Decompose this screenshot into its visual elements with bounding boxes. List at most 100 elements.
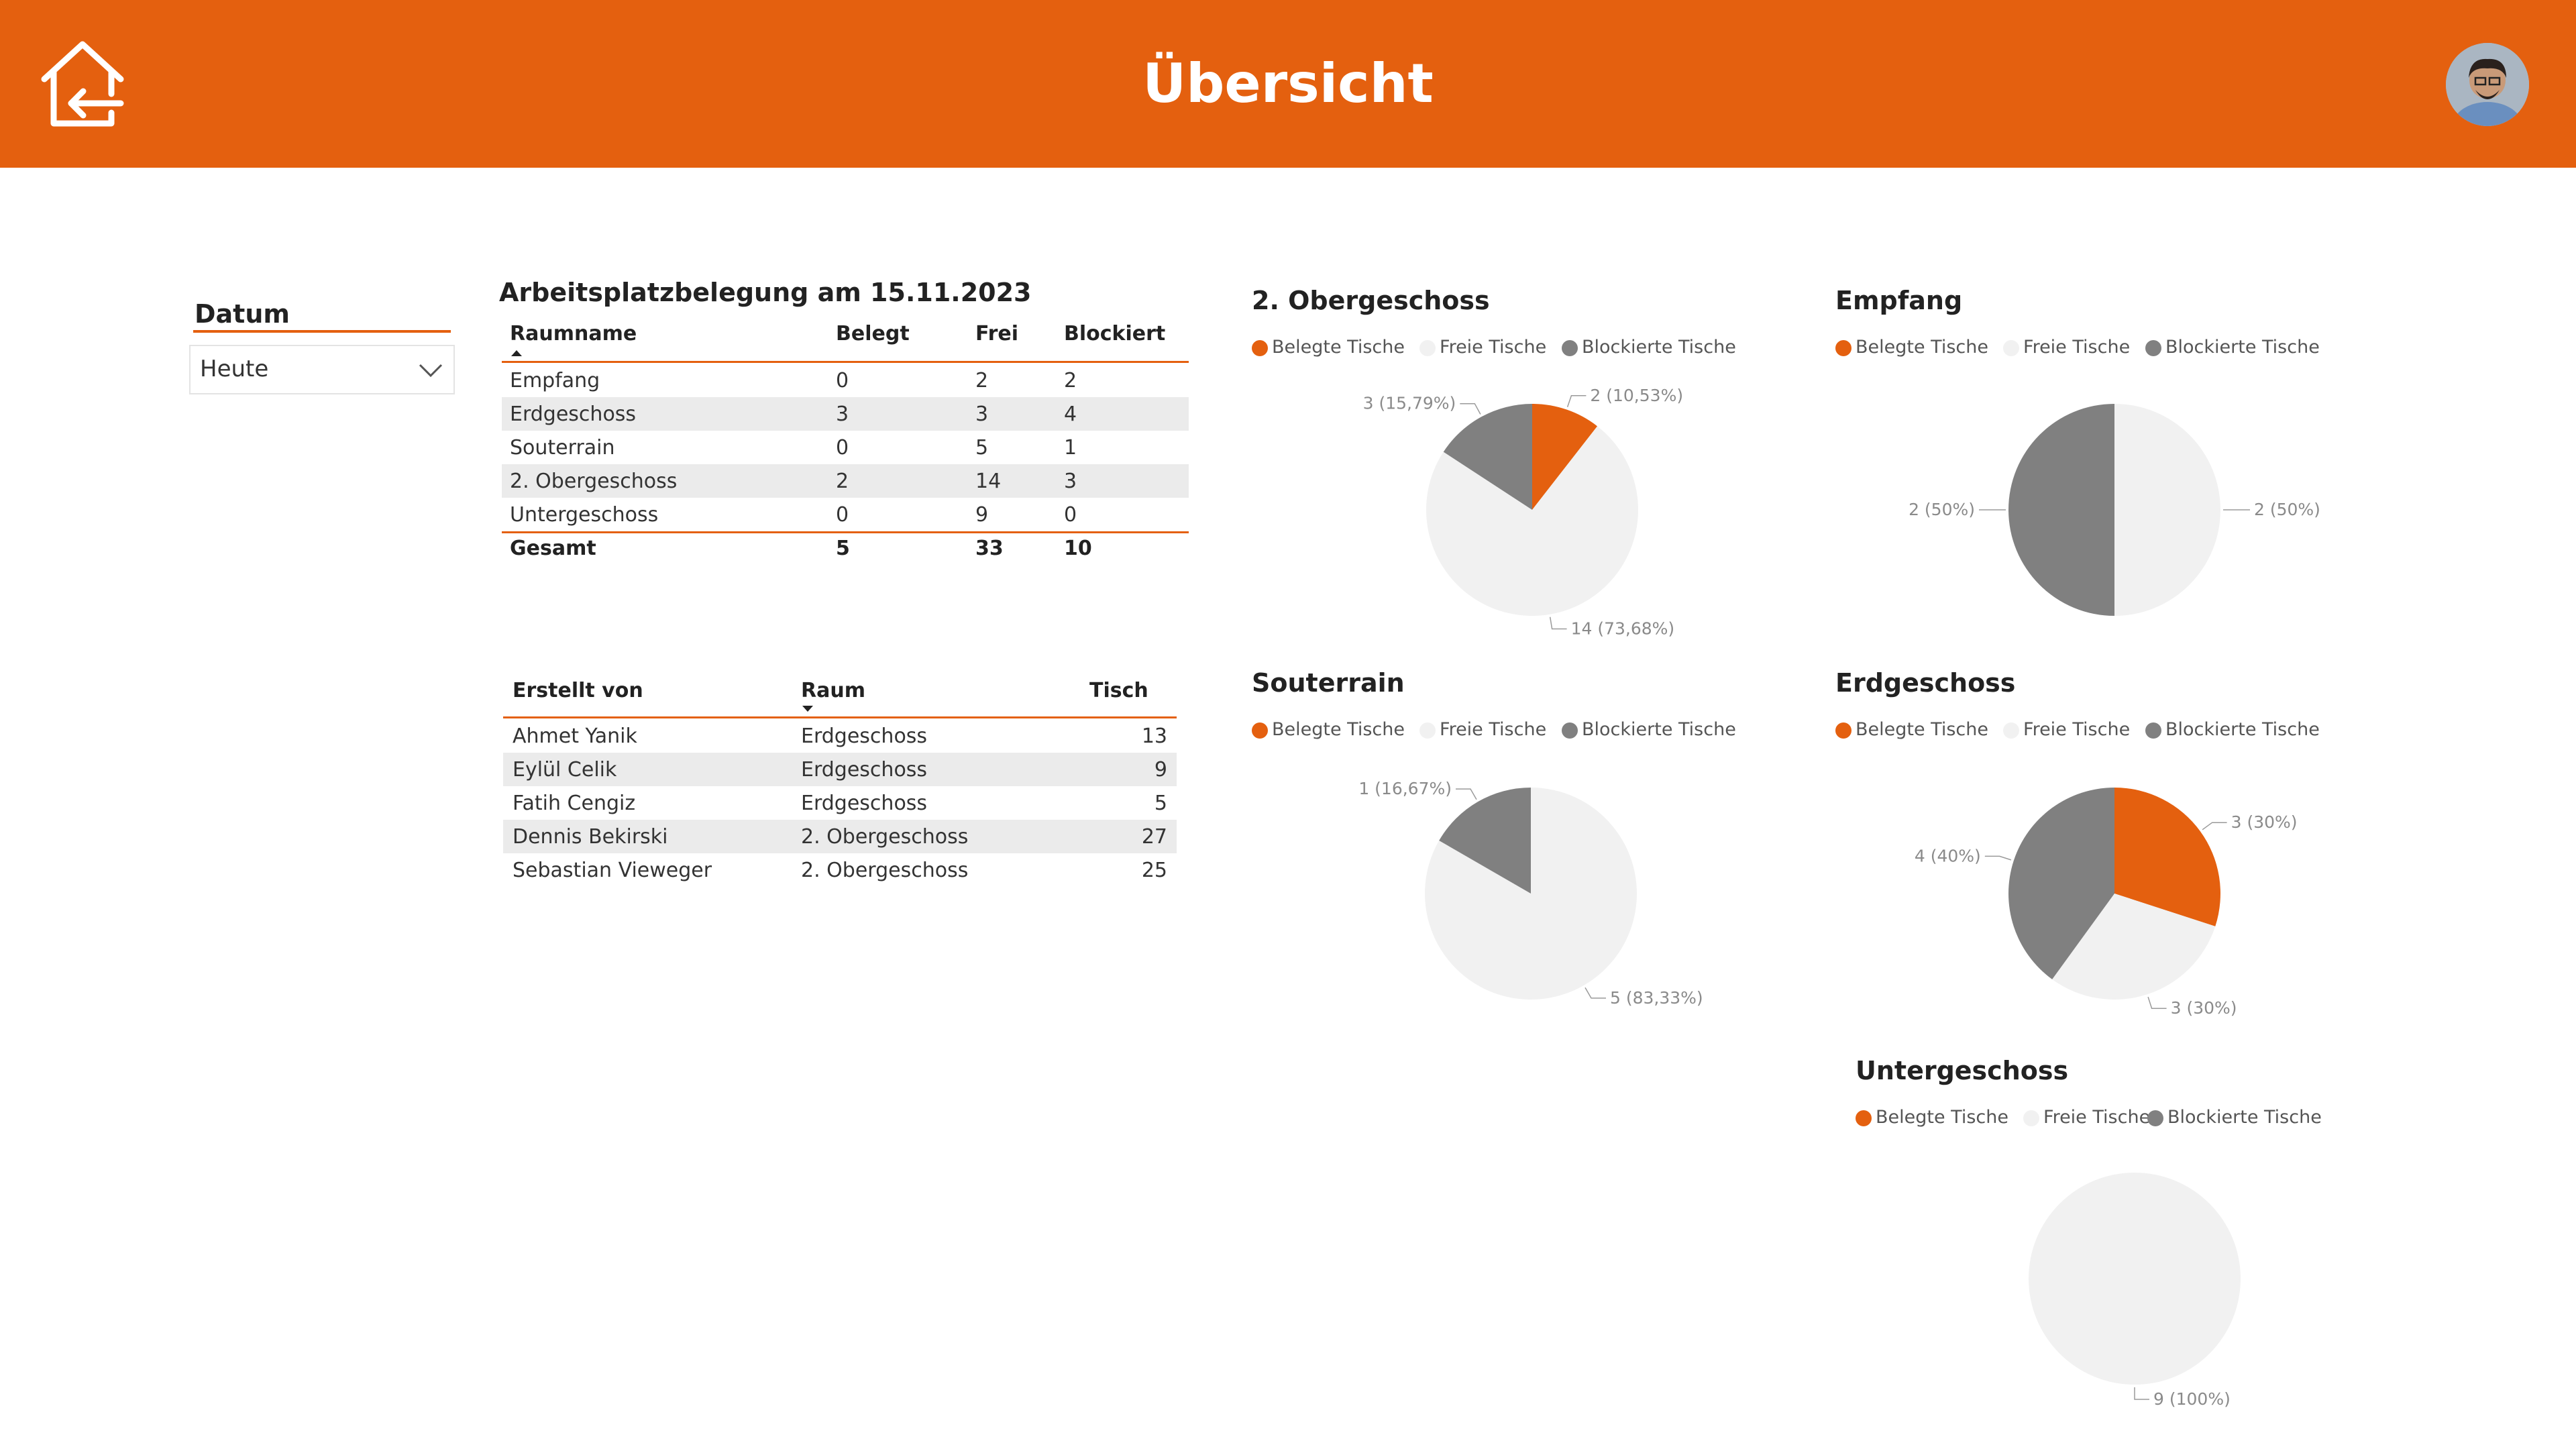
legend-label: Belegte Tische bbox=[1856, 337, 1988, 358]
total-blockiert: 10 bbox=[1064, 537, 1092, 560]
slice-frei[interactable] bbox=[2114, 404, 2220, 616]
legend-label: Blockierte Tische bbox=[2165, 719, 2320, 740]
legend-label: Belegte Tische bbox=[1272, 719, 1405, 740]
chart-title: 2. Obergeschoss bbox=[1252, 286, 1490, 315]
cell-blockiert: 0 bbox=[1064, 503, 1077, 527]
data-label: 2 (10,53%) bbox=[1590, 386, 1683, 405]
pie-plot: 9 (100%) bbox=[2029, 1173, 2241, 1409]
cell-blockiert: 3 bbox=[1064, 470, 1077, 493]
cell-erstellt-von: Dennis Bekirski bbox=[513, 825, 668, 849]
occupancy-table-title: Arbeitsplatzbelegung am 15.11.2023 bbox=[499, 278, 1032, 307]
legend-swatch bbox=[2147, 1110, 2163, 1126]
legend-swatch bbox=[2003, 722, 2019, 739]
row-stripe bbox=[502, 397, 1189, 431]
chart-title: Empfang bbox=[1835, 286, 1963, 315]
slice-belegt[interactable] bbox=[2114, 788, 2221, 926]
slice-frei[interactable] bbox=[2029, 1173, 2241, 1385]
column-header-frei[interactable]: Frei bbox=[975, 322, 1018, 345]
legend-label: Belegte Tische bbox=[1876, 1107, 2008, 1128]
pie-chart-souterrain[interactable]: Souterrain Belegte Tische Freie Tische B… bbox=[1252, 668, 1802, 1044]
page-title: Übersicht bbox=[1142, 52, 1434, 115]
cell-raumname: Untergeschoss bbox=[510, 503, 659, 527]
slice-blockiert[interactable] bbox=[1439, 788, 1531, 894]
column-header-raumname[interactable]: Raumname bbox=[510, 322, 637, 345]
cell-belegt: 3 bbox=[836, 402, 849, 426]
data-label-leader bbox=[1456, 788, 1477, 800]
slice-frei[interactable] bbox=[1425, 788, 1638, 1000]
slice-blockiert[interactable] bbox=[2008, 788, 2114, 979]
legend-swatch bbox=[1419, 340, 1436, 356]
legend-label: Blockierte Tische bbox=[2165, 337, 2320, 358]
slice-frei[interactable] bbox=[1426, 426, 1639, 616]
row-stripe bbox=[503, 820, 1177, 853]
legend-swatch bbox=[1562, 340, 1578, 356]
legend-swatch bbox=[2145, 722, 2161, 739]
legend-swatch bbox=[1419, 722, 1436, 739]
cell-belegt: 0 bbox=[836, 369, 849, 392]
legend-swatch bbox=[2023, 1110, 2039, 1126]
data-label-leader bbox=[1460, 402, 1481, 415]
slice-blockiert[interactable] bbox=[1443, 404, 1532, 510]
total-label: Gesamt bbox=[510, 537, 596, 560]
column-header-blockiert[interactable]: Blockiert bbox=[1064, 322, 1166, 345]
data-label: 2 (50%) bbox=[2254, 500, 2320, 519]
occupancy-table: Raumname Belegt Frei Blockiert Empfang 0… bbox=[502, 317, 1189, 572]
pie-plot: 5 (83,33%) 1 (16,67%) bbox=[1358, 779, 1703, 1008]
total-divider bbox=[502, 531, 1189, 533]
cell-erstellt-von: Ahmet Yanik bbox=[513, 724, 637, 748]
cell-belegt: 0 bbox=[836, 503, 849, 527]
cell-tisch: 13 bbox=[1141, 724, 1167, 748]
pie-chart-empfang[interactable]: Empfang Belegte Tische Freie Tische Bloc… bbox=[1835, 286, 2385, 661]
pie-plot: 2 (10,53%) 14 (73,68%) 3 (15,79%) bbox=[1363, 386, 1683, 639]
column-header-belegt[interactable]: Belegt bbox=[836, 322, 910, 345]
slice-frei[interactable] bbox=[2052, 894, 2216, 1000]
pie-chart-erdgeschoss[interactable]: Erdgeschoss Belegte Tische Freie Tische … bbox=[1835, 668, 2385, 1044]
data-label: 2 (50%) bbox=[1909, 500, 1975, 519]
data-label-leader bbox=[1549, 616, 1567, 630]
data-label: 9 (100%) bbox=[2153, 1389, 2231, 1409]
home-back-icon[interactable] bbox=[39, 38, 126, 131]
cell-raumname: Erdgeschoss bbox=[510, 402, 637, 426]
bookings-table: Erstellt von Raum Tisch Ahmet Yanik Erdg… bbox=[503, 671, 1177, 892]
cell-raum: 2. Obergeschoss bbox=[801, 859, 969, 882]
legend-swatch bbox=[1856, 1110, 1872, 1126]
pie-plot: 2 (50%) 2 (50%) bbox=[1909, 404, 2320, 616]
cell-belegt: 0 bbox=[836, 436, 849, 460]
data-label: 3 (15,79%) bbox=[1363, 394, 1456, 413]
data-label-leader bbox=[1585, 987, 1606, 999]
header-divider bbox=[503, 716, 1177, 718]
cell-frei: 9 bbox=[975, 503, 989, 527]
legend-swatch bbox=[1252, 722, 1268, 739]
cell-frei: 5 bbox=[975, 436, 989, 460]
legend-label: Blockierte Tische bbox=[1582, 337, 1736, 358]
data-label: 4 (40%) bbox=[1915, 846, 1981, 865]
datum-underline bbox=[193, 330, 451, 333]
cell-tisch: 25 bbox=[1141, 859, 1167, 882]
pie-plot: 3 (30%) 3 (30%) 4 (40%) bbox=[1915, 788, 2298, 1018]
data-label-leader bbox=[2134, 1387, 2149, 1400]
total-belegt: 5 bbox=[836, 537, 850, 560]
cell-raum: Erdgeschoss bbox=[801, 724, 928, 748]
slice-blockiert[interactable] bbox=[2008, 404, 2114, 616]
chart-title: Souterrain bbox=[1252, 668, 1405, 698]
pie-chart-2-obergeschoss[interactable]: 2. Obergeschoss Belegte Tische Freie Tis… bbox=[1252, 286, 1802, 661]
column-header-erstellt-von[interactable]: Erstellt von bbox=[513, 679, 643, 702]
legend-label: Freie Tische bbox=[2043, 1107, 2151, 1128]
chart-title: Untergeschoss bbox=[1856, 1056, 2069, 1085]
slice-belegt[interactable] bbox=[1532, 404, 1598, 510]
legend-label: Freie Tische bbox=[1440, 719, 1547, 740]
cell-belegt: 2 bbox=[836, 470, 849, 493]
sort-descending-icon bbox=[802, 706, 813, 712]
row-stripe bbox=[503, 753, 1177, 786]
legend-swatch bbox=[1252, 340, 1268, 356]
column-header-tisch[interactable]: Tisch bbox=[1089, 679, 1148, 702]
data-label-leader bbox=[2147, 996, 2167, 1009]
cell-blockiert: 4 bbox=[1064, 402, 1077, 426]
chart-title: Erdgeschoss bbox=[1835, 668, 2016, 698]
user-avatar[interactable] bbox=[2446, 43, 2529, 126]
legend-swatch bbox=[1835, 722, 1851, 739]
datum-dropdown[interactable]: Heute bbox=[189, 345, 455, 394]
column-header-raum[interactable]: Raum bbox=[801, 679, 865, 702]
pie-chart-untergeschoss[interactable]: Untergeschoss Belegte Tische Freie Tisch… bbox=[1856, 1056, 2406, 1438]
legend-label: Belegte Tische bbox=[1272, 337, 1405, 358]
